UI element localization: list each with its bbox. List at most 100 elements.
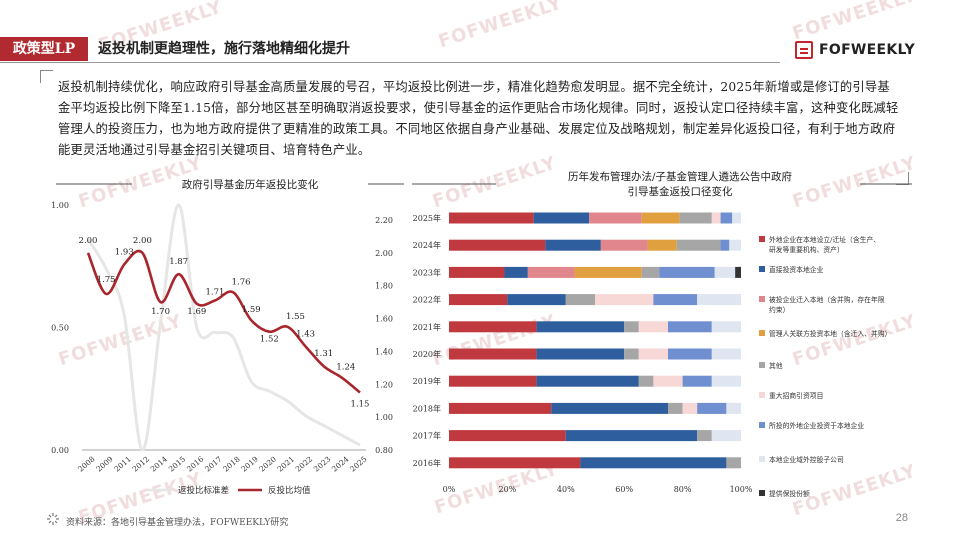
bar-segment (697, 430, 712, 442)
bar-legend-label: 研发等重要机构、资产） (769, 245, 844, 254)
page-number: 28 (895, 512, 908, 524)
bar-segment (536, 375, 639, 387)
x-tick-label: 2014 (149, 454, 170, 473)
bar-segment (527, 266, 575, 278)
bar-segment (449, 239, 546, 251)
bar-segment (536, 348, 625, 360)
mean-data-label: 1.93 (115, 247, 134, 257)
bar-legend-label: 直接投资本地企业 (769, 265, 824, 274)
bar-legend-swatch (759, 392, 765, 398)
right-y-tick: 1.60 (375, 315, 393, 324)
bar-legend-swatch (759, 236, 765, 242)
footer-source: 资料来源：各地引导基金管理办法，FOFWEEKLY研究 (66, 518, 289, 528)
sparkle-icon (47, 513, 59, 525)
bar-legend-swatch (759, 362, 765, 368)
bar-category-label: 2018年 (413, 403, 441, 413)
bar-category-label: 2022年 (413, 295, 441, 305)
bar-segment (565, 430, 698, 442)
bar-segment (659, 266, 715, 278)
bar-legend-label: 外地企业在本地设立/迁址（含生产、 (769, 235, 880, 244)
x-tick-label: 2020 (258, 454, 279, 473)
bar-legend-label: 约束） (769, 305, 789, 314)
bar-segment (682, 402, 698, 414)
bar-x-tick: 80% (674, 485, 692, 494)
left-y-tick: 1.00 (51, 201, 69, 210)
bar-segment (449, 430, 566, 442)
right-y-tick: 1.20 (375, 380, 393, 389)
page-title: 返投机制更趋理性，施行落地精细化提升 (98, 41, 350, 57)
x-tick-label: 2018 (221, 454, 242, 473)
logo-text: FOFWEEKLY (819, 42, 916, 58)
bar-segment (729, 239, 741, 251)
bar-legend-swatch (759, 422, 765, 428)
bar-legend-label: 被投企业迁入本地（含并购，存在年限 (769, 295, 885, 304)
bar-chart-title-line-2: 引导基金返投口径变化 (627, 186, 733, 198)
bracket-top-left (40, 70, 53, 83)
bar-segment (711, 430, 741, 442)
bar-segment (600, 239, 648, 251)
bar-category-label: 2020年 (413, 349, 441, 359)
bar-segment (714, 266, 736, 278)
bar-segment (641, 212, 680, 224)
bar-segment (624, 321, 639, 333)
bar-segment (507, 294, 566, 306)
bar-category-label: 2023年 (413, 267, 441, 277)
right-y-tick: 0.80 (375, 446, 393, 455)
bar-category-label: 2021年 (413, 322, 441, 332)
bar-segment (589, 212, 642, 224)
bar-category-label: 2024年 (413, 240, 441, 250)
right-y-tick: 1.00 (375, 413, 393, 422)
bar-segment (449, 266, 505, 278)
bar-chart-title-line-1: 历年发布管理办法/子基金管理人遴选公告中政府 (567, 171, 793, 183)
bar-segment (449, 402, 552, 414)
bar-segment (449, 375, 537, 387)
bar-segment (551, 402, 668, 414)
bar-segment (697, 402, 727, 414)
bar-legend-swatch (759, 456, 765, 462)
mean-data-label: 1.52 (260, 335, 279, 345)
bar-legend-label: 管理人关联方投资本地（含迁入、并购） (769, 329, 891, 338)
mean-data-label: 1.87 (169, 257, 188, 267)
bar-segment (711, 212, 721, 224)
mean-data-label: 2.00 (133, 236, 152, 246)
bar-legend-label: 本地企业域外控股子公司 (769, 455, 844, 464)
bar-x-tick: 100% (730, 485, 753, 494)
x-tick-label: 2009 (94, 454, 115, 473)
right-y-tick: 2.20 (375, 216, 393, 225)
bar-segment (711, 321, 741, 333)
bar-segment (565, 294, 595, 306)
bar-legend-label: 所投的外地企业投资于本地企业 (769, 421, 864, 430)
legend-label-mean: 反投比均值 (268, 485, 311, 496)
bar-segment (735, 266, 741, 278)
bar-segment (449, 348, 537, 360)
right-y-tick: 1.80 (375, 282, 393, 291)
bar-segment (653, 375, 683, 387)
mean-data-label: 1.43 (296, 330, 315, 340)
x-tick-label: 2012 (131, 454, 152, 473)
bar-segment (580, 457, 727, 469)
mean-data-label: 2.00 (79, 236, 98, 246)
bar-x-tick: 40% (557, 485, 575, 494)
bar-segment (679, 212, 712, 224)
bar-segment (536, 321, 625, 333)
bar-segment (545, 239, 601, 251)
mean-data-label: 1.76 (232, 277, 251, 287)
bar-segment (647, 239, 677, 251)
x-tick-label: 2023 (312, 454, 333, 473)
bar-segment (676, 239, 721, 251)
bar-x-tick: 20% (499, 485, 517, 494)
bar-segment (726, 402, 741, 414)
x-tick-label: 2017 (203, 454, 224, 473)
bar-segment (638, 348, 668, 360)
bar-segment (595, 294, 654, 306)
bar-segment (574, 266, 642, 278)
bar-segment (711, 375, 741, 387)
mean-data-label: 1.71 (205, 288, 224, 298)
line-chart-title: 政府引导基金历年返投比变化 (181, 179, 319, 191)
bar-segment (624, 348, 639, 360)
mean-data-label: 1.70 (151, 307, 170, 317)
bar-category-label: 2025年 (413, 213, 441, 223)
mean-data-label: 1.59 (242, 305, 261, 315)
bar-legend-swatch (759, 296, 765, 302)
summary-box: 返投机制持续优化，响应政府引导基金高质量发展的号召，平均返投比例进一步，精准化趋… (50, 72, 910, 187)
